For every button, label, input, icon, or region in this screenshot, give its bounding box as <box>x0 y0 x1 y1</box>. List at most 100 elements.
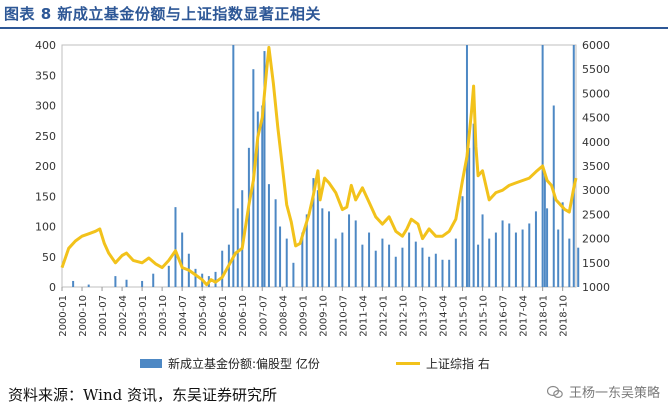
x-tick-label: 2009-10 <box>318 295 329 337</box>
x-tick-label: 2002-04 <box>118 295 129 337</box>
bar <box>381 238 384 287</box>
x-tick-label: 2010-07 <box>338 295 349 337</box>
bar <box>72 280 75 287</box>
bar <box>388 244 391 287</box>
x-tick-label: 2015-10 <box>479 295 490 337</box>
x-tick-label: 2012-01 <box>378 295 389 337</box>
x-tick-label: 2014-04 <box>438 295 449 337</box>
bar <box>114 276 117 287</box>
x-tick-label: 2012-10 <box>398 295 409 337</box>
bar <box>141 280 144 287</box>
y-right-tick-label: 2000 <box>582 233 610 246</box>
title-underline <box>0 27 668 29</box>
y-right-tick-label: 1500 <box>582 257 610 270</box>
y-left-tick-label: 100 <box>35 221 56 234</box>
bar <box>534 211 537 287</box>
bar <box>468 147 471 287</box>
y-right-tick-label: 6000 <box>582 39 610 52</box>
bar <box>361 244 364 287</box>
bar <box>546 208 549 287</box>
x-tick-label: 2015-01 <box>459 295 470 337</box>
y-left-tick-label: 200 <box>35 160 56 173</box>
bar <box>501 220 504 287</box>
bar <box>521 229 524 287</box>
bar <box>543 172 546 287</box>
bar <box>181 232 184 287</box>
watermark: 王杨一东吴策略 <box>546 382 660 401</box>
y-left-tick-label: 150 <box>35 190 56 203</box>
bar <box>557 229 560 287</box>
y-right-tick-label: 3500 <box>582 160 610 173</box>
bar <box>401 247 404 287</box>
x-tick-label: 2007-07 <box>258 295 269 337</box>
bar <box>152 273 155 287</box>
watermark-text: 王杨一东吴策略 <box>568 386 660 401</box>
bar <box>279 226 282 287</box>
legend-swatch-bar <box>140 359 162 368</box>
x-tick-label: 2013-07 <box>418 295 429 337</box>
bar <box>465 45 468 287</box>
bar <box>285 238 288 287</box>
y-right-tick-label: 4000 <box>582 136 610 149</box>
bar <box>454 238 457 287</box>
bar <box>448 259 451 287</box>
x-tick-label: 2008-04 <box>278 295 289 337</box>
x-axis: 2000-01 2000-10 2001-07 2002-04 2003-01 2003-… <box>58 287 570 337</box>
bar <box>477 244 480 287</box>
bar <box>441 259 444 287</box>
y-left-tick-label: 300 <box>35 100 56 113</box>
bar <box>261 105 264 287</box>
plot-frame <box>61 44 577 288</box>
x-tick-label: 2018-01 <box>539 295 550 337</box>
bar <box>368 232 371 287</box>
bar <box>194 268 197 287</box>
bar <box>328 211 331 287</box>
bar <box>572 45 575 287</box>
x-tick-label: 2006-10 <box>238 295 249 337</box>
wechat-icon <box>546 385 563 398</box>
y-right-tick-label: 5000 <box>582 87 610 100</box>
bar <box>494 232 497 287</box>
bar <box>561 202 564 287</box>
bar <box>236 208 239 287</box>
bar <box>125 279 128 287</box>
bar <box>221 250 224 287</box>
bar <box>232 45 235 287</box>
x-tick-label: 2016-07 <box>499 295 510 337</box>
legend-item-line: 上证综指 右 <box>396 355 490 372</box>
bar <box>256 111 259 287</box>
bar <box>312 178 315 287</box>
x-tick-label: 2005-04 <box>198 295 209 337</box>
bar <box>267 184 270 287</box>
plot-border <box>61 44 577 288</box>
y-left-tick-label: 50 <box>42 251 56 264</box>
bar <box>301 232 304 287</box>
series-line-shanghai <box>60 45 578 287</box>
y-right-tick-label: 2500 <box>582 208 610 221</box>
chart-title: 图表 8 新成立基金份额与上证指数显著正相关 <box>4 5 321 23</box>
bar-series <box>72 45 580 288</box>
bar <box>488 238 491 287</box>
bar <box>348 214 351 287</box>
bar <box>354 220 357 287</box>
bar <box>321 208 324 287</box>
chart: 0 50 100 150 200 250 300 350 400 1000 1500 2000 250… <box>35 39 610 337</box>
line-series <box>60 45 578 287</box>
bar <box>174 207 177 287</box>
y-left-tick-label: 250 <box>35 130 56 143</box>
bar <box>514 232 517 287</box>
y-left-tick-label: 400 <box>35 39 56 52</box>
bar <box>247 147 250 287</box>
y-right-tick-label: 4500 <box>582 112 610 125</box>
x-tick-label: 2000-10 <box>78 295 89 337</box>
bar <box>316 190 319 287</box>
x-tick-label: 2017-04 <box>519 295 530 337</box>
legend-item-bar: 新成立基金份额:偏股型 亿份 <box>140 355 320 372</box>
bar <box>274 199 277 287</box>
bar <box>568 238 571 287</box>
legend-swatch-line <box>396 362 420 365</box>
bar <box>263 51 266 287</box>
bar <box>421 247 424 287</box>
x-tick-label: 2006-01 <box>218 295 229 337</box>
x-tick-label: 2004-07 <box>178 295 189 337</box>
